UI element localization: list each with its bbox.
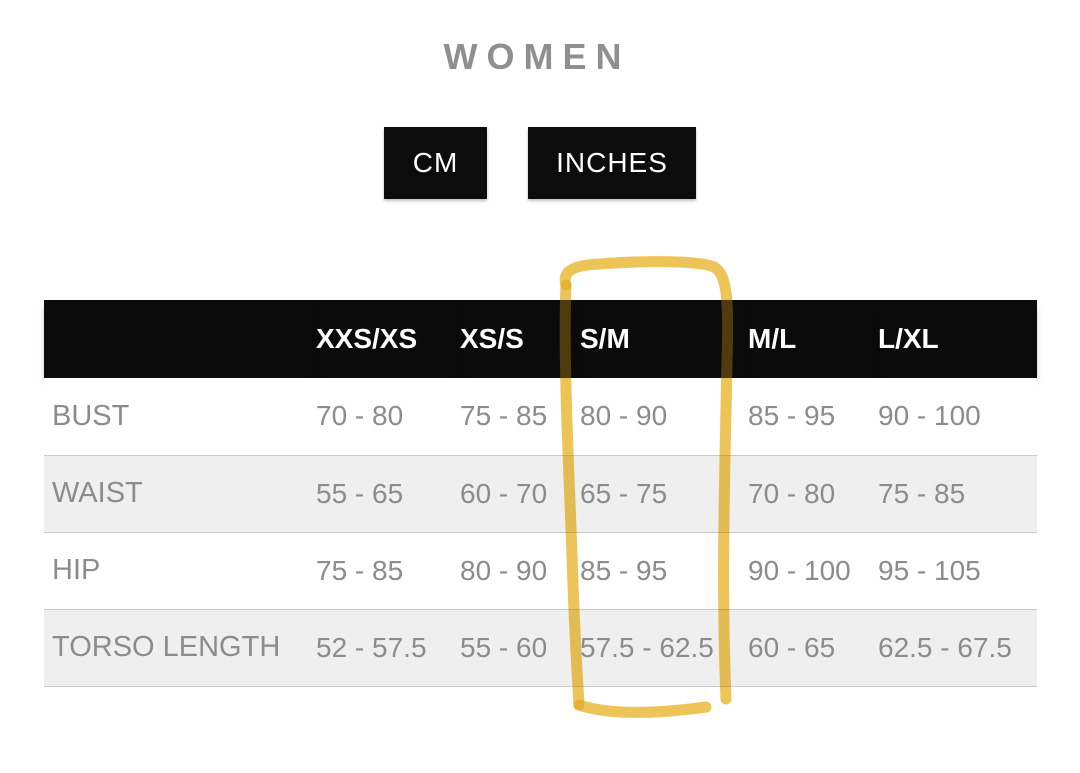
header-cell-xs-s: XS/S: [460, 300, 580, 378]
size-table: XXS/XS XS/S S/M M/L L/XL BUST 70 - 80 75…: [44, 300, 1037, 687]
cell-bust-xxs-xs: 70 - 80: [316, 400, 404, 432]
page-title: WOMEN: [443, 36, 631, 77]
cell-waist-xs-s: 60 - 70: [460, 477, 548, 509]
cell-torso-s-m: 57.5 - 62.5: [580, 631, 714, 663]
header-row: XXS/XS XS/S S/M M/L L/XL: [44, 300, 1037, 378]
cell-waist-xxs-xs: 55 - 65: [316, 477, 404, 509]
cell-torso-m-l: 60 - 65: [748, 631, 836, 663]
unit-toggle: CM INCHES: [0, 127, 1080, 199]
cell-hip-m-l: 90 - 100: [748, 554, 851, 586]
header-cell-s-m: S/M: [580, 300, 748, 378]
row-label: TORSO LENGTH: [52, 631, 281, 663]
cell-waist-l-xl: 75 - 85: [878, 477, 966, 509]
size-table-header: XXS/XS XS/S S/M M/L L/XL: [44, 300, 1037, 378]
row-label: HIP: [52, 554, 101, 586]
cell-torso-xs-s: 55 - 60: [460, 631, 548, 663]
cell-bust-s-m: 80 - 90: [580, 400, 668, 432]
cell-bust-xs-s: 75 - 85: [460, 400, 548, 432]
cell-hip-s-m: 85 - 95: [580, 554, 668, 586]
cell-torso-xxs-xs: 52 - 57.5: [316, 631, 427, 663]
cell-waist-m-l: 70 - 80: [748, 477, 836, 509]
cell-torso-l-xl: 62.5 - 67.5: [878, 631, 1012, 663]
inches-button[interactable]: INCHES: [528, 127, 696, 199]
header-cell-l-xl: L/XL: [878, 300, 1037, 378]
row-label: WAIST: [52, 477, 143, 509]
table-row-torso-length: TORSO LENGTH 52 - 57.5 55 - 60 57.5 - 62…: [44, 609, 1037, 686]
table-row-bust: BUST 70 - 80 75 - 85 80 - 90 85 - 95 90 …: [44, 378, 1037, 455]
cm-button[interactable]: CM: [384, 127, 487, 199]
header-cell-xxs-xs: XXS/XS: [316, 300, 460, 378]
cell-hip-l-xl: 95 - 105: [878, 554, 981, 586]
cell-bust-m-l: 85 - 95: [748, 400, 836, 432]
cell-hip-xs-s: 80 - 90: [460, 554, 548, 586]
header-cell-blank: [44, 300, 316, 378]
cell-bust-l-xl: 90 - 100: [878, 400, 981, 432]
row-label: BUST: [52, 399, 130, 432]
table-row-hip: HIP 75 - 85 80 - 90 85 - 95 90 - 100 95 …: [44, 532, 1037, 609]
cell-waist-s-m: 65 - 75: [580, 477, 668, 509]
header-cell-m-l: M/L: [748, 300, 878, 378]
cell-hip-xxs-xs: 75 - 85: [316, 554, 404, 586]
table-row-waist: WAIST 55 - 65 60 - 70 65 - 75 70 - 80 75…: [44, 455, 1037, 532]
